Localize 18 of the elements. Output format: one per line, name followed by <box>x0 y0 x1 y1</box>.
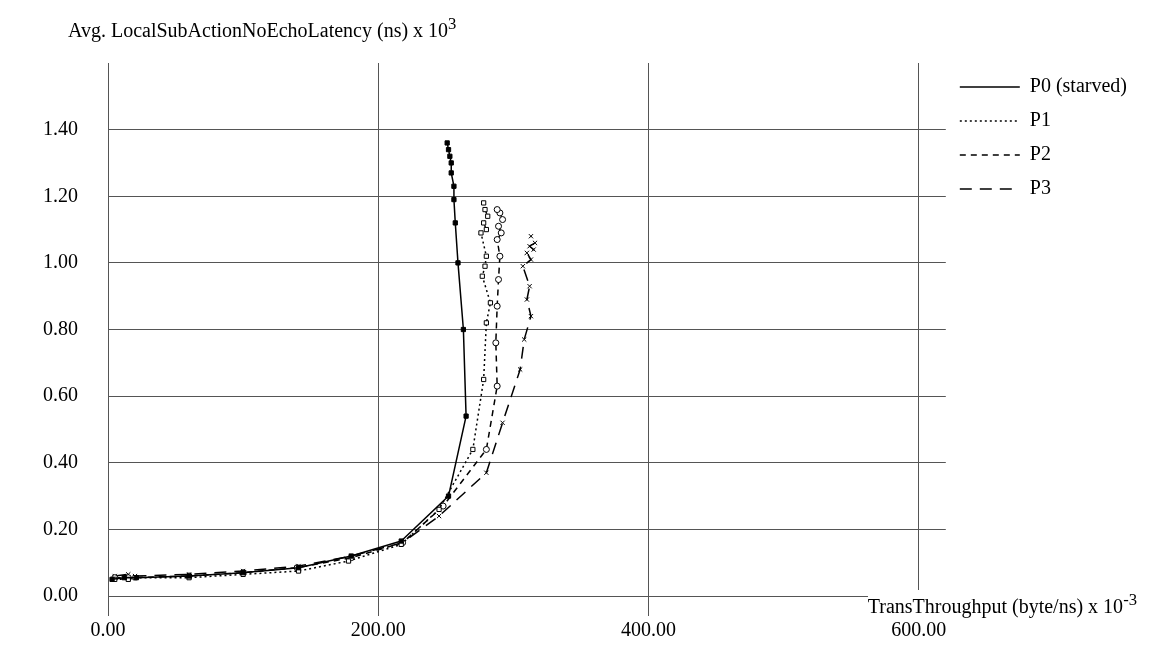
y-tick-label: 0.40 <box>43 450 78 473</box>
x-tick-label: 0.00 <box>90 618 126 641</box>
x-tick-label: 200.00 <box>350 618 406 641</box>
y-tick-label: 1.40 <box>43 116 78 139</box>
x-tick-label: 600.00 <box>891 618 947 641</box>
legend-label: P3 <box>1029 176 1051 199</box>
y-tick-label: 1.20 <box>43 183 78 206</box>
legend-label: P1 <box>1029 108 1051 131</box>
y-tick-label: 0.20 <box>43 516 78 539</box>
legend-label: P0 (starved) <box>1029 74 1128 98</box>
y-tick-label: 1.00 <box>43 250 78 273</box>
x-axis-title: TransThroughput (byte/ns) x 10$^{-3}$ <box>867 590 1137 618</box>
y-tick-label: 0.60 <box>43 383 78 406</box>
y-tick-label: 0.80 <box>43 316 78 339</box>
legend-label: P2 <box>1029 142 1051 165</box>
y-axis-title: Avg. LocalSubActionNoEchoLatency (ns) x 10$^{3}$ <box>68 14 457 42</box>
x-tick-label: 400.00 <box>621 618 677 641</box>
y-tick-label: 0.00 <box>43 583 78 606</box>
